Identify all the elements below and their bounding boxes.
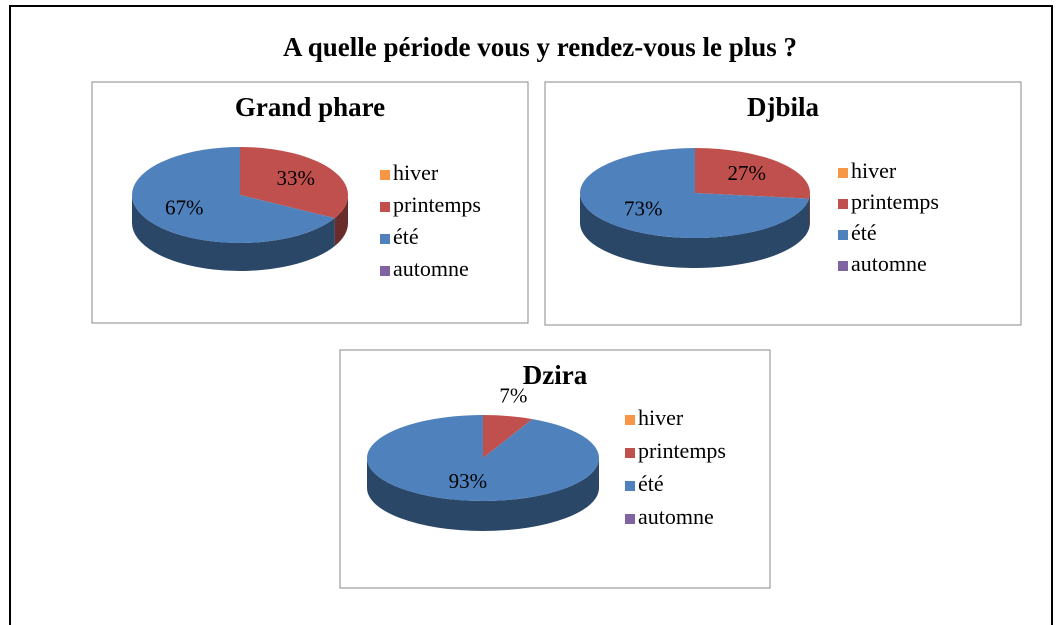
chart-title: Grand phare <box>235 92 385 122</box>
page-title: A quelle période vous y rendez-vous le p… <box>283 32 797 62</box>
data-label: 33% <box>277 166 316 190</box>
legend-label: hiver <box>393 160 439 185</box>
legend-swatch <box>625 514 635 524</box>
data-label: 27% <box>728 161 767 185</box>
legend-label: printemps <box>638 438 726 463</box>
pie-side <box>334 195 348 247</box>
legend-label: automne <box>638 504 714 529</box>
legend-swatch <box>380 202 390 212</box>
data-label: 93% <box>449 469 488 493</box>
legend-label: automne <box>851 251 927 276</box>
pie-slice <box>132 147 335 244</box>
pie-side <box>132 195 335 272</box>
pie-side <box>367 458 599 531</box>
legend-label: printemps <box>851 189 939 214</box>
legend-swatch <box>380 234 390 244</box>
legend-swatch <box>838 230 848 240</box>
legend-swatch <box>838 168 848 178</box>
chart-title: Dzira <box>523 360 588 390</box>
data-label: 7% <box>499 383 527 407</box>
pie-slice <box>580 148 810 239</box>
legend-label: été <box>393 224 419 249</box>
legend-label: été <box>851 220 877 245</box>
legend-label: automne <box>393 256 469 281</box>
legend-label: été <box>638 471 664 496</box>
chart-title: Djbila <box>747 92 820 122</box>
legend-swatch <box>625 448 635 458</box>
pie-slice <box>483 415 533 458</box>
legend-swatch <box>380 266 390 276</box>
legend-swatch <box>625 415 635 425</box>
legend-swatch <box>625 481 635 491</box>
legend-swatch <box>838 199 848 209</box>
legend-label: hiver <box>851 158 897 183</box>
data-label: 67% <box>165 195 204 219</box>
pie-slice <box>367 415 599 502</box>
data-label: 73% <box>624 197 663 221</box>
legend-label: hiver <box>638 405 684 430</box>
pie-side <box>809 193 810 229</box>
legend-swatch <box>380 170 390 180</box>
pie-slice <box>695 148 811 199</box>
legend-label: printemps <box>393 192 481 217</box>
pie-slice <box>240 147 349 219</box>
pie-side <box>580 193 810 268</box>
legend-swatch <box>838 261 848 271</box>
